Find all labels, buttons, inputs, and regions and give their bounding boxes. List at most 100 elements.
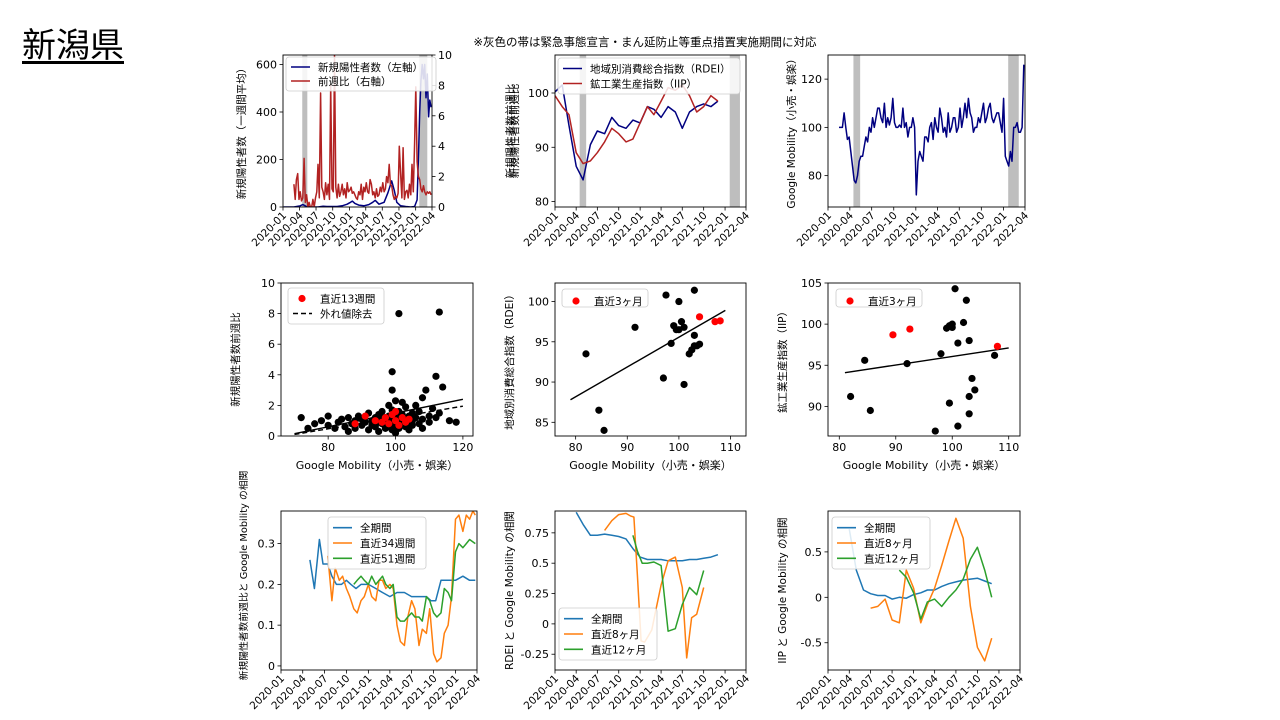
y-tick-label: 0 <box>268 660 275 673</box>
y-tick-label: 0 <box>815 591 822 604</box>
plot-area <box>844 285 1009 435</box>
data-point <box>418 394 427 402</box>
y-tick-label: 0.5 <box>805 546 823 559</box>
y-axis-label: RDEI と Google Mobility の相関 <box>503 511 516 670</box>
data-point <box>680 380 688 389</box>
data-point <box>959 318 968 327</box>
plot-area <box>294 308 464 436</box>
data-point <box>690 331 698 339</box>
x-tick-label: 110 <box>720 441 741 454</box>
trend-line-dashed <box>294 405 464 436</box>
data-point <box>677 318 686 326</box>
series-line-2 <box>870 517 993 662</box>
data-point <box>297 414 305 422</box>
legend: 地域別消費総合指数（RDEI） 鉱工業生産指数（IIP） <box>557 57 741 95</box>
legend-box <box>831 516 931 570</box>
data-point <box>412 414 420 422</box>
data-point <box>402 403 410 411</box>
y-tick-label: 0.3 <box>258 538 276 551</box>
axes-frame <box>554 282 747 437</box>
data-point <box>582 350 590 358</box>
data-point <box>388 368 396 376</box>
data-point <box>445 417 454 425</box>
page-title: 新潟県 <box>22 26 124 66</box>
data-point <box>425 412 433 420</box>
data-point <box>600 426 608 434</box>
recent-point <box>695 313 704 321</box>
legend-label: 前週比（右軸） <box>318 75 392 88</box>
series-line-1 <box>309 538 476 602</box>
data-point <box>951 285 959 293</box>
recent-point <box>391 407 400 416</box>
data-point <box>945 399 954 407</box>
y-tick-label: 0.1 <box>258 619 276 632</box>
data-point <box>675 297 683 306</box>
y2-tick-label: 2 <box>438 171 445 184</box>
y-tick-label: 100 <box>528 296 549 309</box>
data-point <box>361 418 369 426</box>
chart-p5: 85 90 95 100 80 90 100 110 地域別消費総合指数（RDEI） Google… <box>503 282 747 472</box>
y-tick-label: 0.2 <box>258 578 276 591</box>
y2-tick-label: 4 <box>438 140 445 153</box>
y-axis-label: 新規陽性者数前週比と Google Mobility の相関 <box>237 471 250 681</box>
legend-label: 直近51週間 <box>360 552 415 565</box>
recent-point <box>716 317 724 325</box>
data-point <box>425 418 433 426</box>
axes-frame <box>280 510 478 671</box>
legend-box <box>285 56 437 92</box>
recent-point <box>381 414 390 422</box>
y-tick-label: 4 <box>268 369 275 382</box>
y-tick-label: 80 <box>535 196 549 209</box>
legend-box <box>835 288 923 308</box>
data-point <box>412 401 420 409</box>
data-point <box>422 386 430 394</box>
data-point <box>375 427 383 436</box>
y-tick-label: -0.25 <box>521 648 549 661</box>
y-tick-label: 120 <box>801 73 822 86</box>
plot-area <box>555 55 740 207</box>
axes-frame <box>827 510 1021 671</box>
data-point <box>435 308 443 316</box>
x-tick-label: 80 <box>321 441 335 454</box>
emergency-band <box>729 55 740 207</box>
y-axis-label: 鉱工業生産指数（IIP） <box>776 306 789 413</box>
recent-point <box>993 342 1002 350</box>
recent-point <box>351 420 359 428</box>
axes-frame <box>280 282 474 437</box>
y-axis-label: 新規陽性者数前週比 <box>229 312 242 407</box>
legend-label: 全期間 <box>360 522 392 535</box>
y-tick-label: 0 <box>270 201 277 214</box>
y-tick-label: 100 <box>801 121 822 134</box>
y-tick-label: 95 <box>808 359 822 372</box>
y-axis-label: Google Mobility（小売・娯楽） <box>785 53 798 208</box>
data-point <box>968 374 976 383</box>
x-tick-label: 90 <box>620 441 634 454</box>
emergency-band <box>853 55 861 207</box>
emergency-band <box>579 55 587 207</box>
data-point <box>418 415 427 423</box>
y-axis-label: IIP と Google Mobility の相関 <box>776 517 789 663</box>
legend: 直近3ヶ月 <box>561 288 649 308</box>
y-tick-label: 100 <box>528 87 549 100</box>
x-tick-label: 90 <box>889 441 903 454</box>
data-point <box>662 291 670 299</box>
legend-label: 直近8ヶ月 <box>591 628 640 641</box>
data-point <box>667 339 675 347</box>
x-tick-label: 80 <box>569 441 583 454</box>
legend-box <box>327 516 427 570</box>
y-axis-label: 新規陽性者数（一週間平均） <box>235 63 248 200</box>
series-line-3 <box>353 538 476 622</box>
series-line-2 <box>293 55 432 207</box>
legend-label: 直近3ヶ月 <box>594 295 643 308</box>
y-tick-label: 100 <box>801 318 822 331</box>
data-point <box>324 412 332 420</box>
x-tick-label: 100 <box>942 441 963 454</box>
emergency-band <box>419 55 428 207</box>
data-point <box>954 339 962 347</box>
legend-box <box>561 288 649 308</box>
y-axis-label: 新規陽性者数前週比 <box>508 84 521 179</box>
legend-marker <box>846 297 854 305</box>
axes-frame <box>827 282 1021 437</box>
data-point <box>408 421 416 429</box>
